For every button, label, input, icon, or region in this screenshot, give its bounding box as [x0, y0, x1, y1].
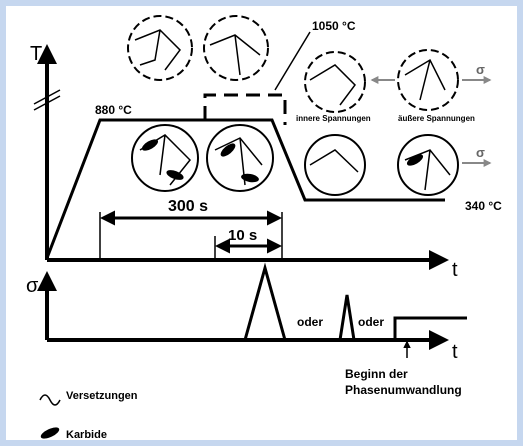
axis-label: T [30, 43, 42, 65]
panel [6, 6, 517, 440]
diagram: T t 880 °C 1050 °C 340 °C σ σ innere Spa… [0, 0, 523, 446]
temp-label: 880 °C [95, 103, 132, 117]
temp-label: 1050 °C [312, 19, 356, 33]
transformation-label: Phasenumwandlung [345, 383, 462, 397]
alternative: oder [297, 315, 323, 329]
axis-label: σ [26, 275, 39, 297]
stress-caption: innere Spannungen [296, 114, 371, 123]
stress-label: σ [476, 62, 485, 77]
alternative: oder [358, 315, 384, 329]
transformation-label: Beginn der [345, 367, 408, 381]
axis-label: t [452, 259, 458, 281]
legend-label: Versetzungen [66, 390, 138, 402]
duration-label: 10 s [228, 227, 257, 244]
legend-label: Karbide [66, 429, 107, 441]
stress-caption: äußere Spannungen [398, 114, 475, 123]
duration-label: 300 s [168, 198, 208, 215]
stress-label: σ [476, 145, 485, 160]
axis-label: t [452, 341, 458, 363]
temp-label: 340 °C [465, 199, 502, 213]
